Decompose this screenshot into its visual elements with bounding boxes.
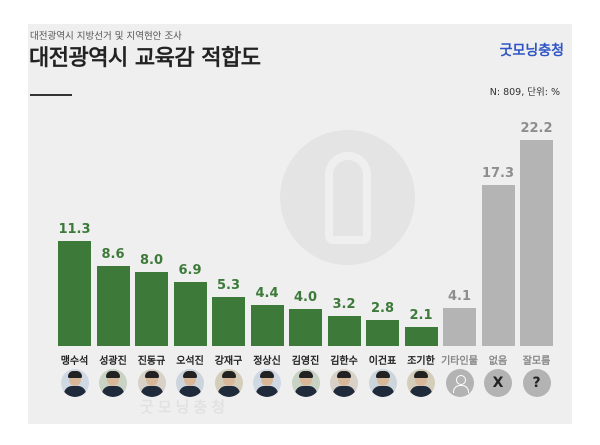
candidate-photo [407, 369, 435, 397]
bar-1 [58, 241, 91, 346]
bar-value-label: 2.1 [409, 307, 433, 323]
bar-5 [212, 296, 245, 346]
bar-2 [96, 266, 130, 346]
candidate-photo [214, 369, 243, 397]
category-label: 김한수 [330, 356, 358, 367]
candidate-photo [99, 369, 127, 397]
bar-10 [404, 326, 438, 346]
category-label: 이건표 [368, 356, 397, 367]
chart-subtitle: 대전광역시 지방선거 및 지역현안 조사 [30, 31, 182, 42]
brand-logo: 굿모닝충청 [499, 43, 564, 59]
photo-hair [144, 371, 159, 378]
bar-7 [289, 308, 322, 346]
category-label: 기타인물 [441, 356, 478, 367]
category-label: 진동규 [137, 356, 166, 367]
photo-hair [260, 371, 274, 378]
photo-suit [140, 386, 163, 397]
bar-11 [443, 307, 476, 346]
category-label: 정상신 [253, 356, 281, 367]
category-label: 없음 [488, 356, 508, 367]
footer-watermark: 굿모닝충청 [140, 398, 230, 416]
candidate-photo [176, 369, 204, 397]
category-label: 잘모름 [522, 356, 551, 367]
photo-suit [294, 386, 317, 397]
candidate-photo [253, 369, 281, 397]
category-label: 오석진 [176, 356, 204, 367]
bar-4 [173, 281, 207, 346]
bar-8 [327, 316, 361, 346]
category-label: 김영진 [291, 356, 320, 367]
question-icon: ? [522, 369, 551, 397]
category-label: 조기한 [407, 356, 435, 367]
bar-value-label: 6.9 [178, 262, 202, 278]
candidate-photo [368, 369, 397, 397]
photo-suit [179, 386, 201, 397]
watermark-logo-icon [280, 130, 415, 265]
bar-value-label: 22.2 [520, 121, 553, 136]
category-label: 맹수석 [60, 356, 89, 367]
photo-hair [375, 371, 390, 378]
photo-hair [106, 371, 120, 378]
category-label: 강재구 [214, 356, 243, 367]
photo-suit [333, 386, 355, 397]
candidate-photo [291, 369, 320, 397]
bar-value-label: 17.3 [481, 166, 515, 182]
person-outline-icon [445, 369, 474, 397]
bar-value-label: 2.8 [370, 301, 395, 317]
bar-9 [366, 320, 399, 346]
bar-value-label: 5.3 [216, 277, 241, 293]
category-label: 성광진 [99, 356, 127, 367]
photo-suit [371, 386, 394, 397]
chart-title: 대전광역시 교육감 적합도 [29, 46, 261, 71]
photo-hair [298, 371, 313, 378]
photo-hair [337, 371, 351, 378]
photo-hair [183, 371, 197, 378]
photo-suit [63, 386, 86, 397]
x-icon: X [484, 369, 512, 397]
candidate-photo [60, 369, 89, 397]
bar-value-label: 8.6 [101, 247, 125, 263]
bar-value-label: 4.0 [293, 289, 318, 305]
bar-value-label: 11.3 [58, 222, 91, 238]
bar-value-label: 8.0 [139, 252, 164, 268]
bar-value-label: 4.1 [447, 288, 472, 304]
photo-hair [221, 371, 236, 378]
photo-suit [410, 386, 432, 397]
photo-hair [414, 371, 428, 378]
bar-value-label: 4.4 [255, 286, 279, 302]
bar-12 [481, 185, 515, 346]
candidate-photo [330, 369, 358, 397]
sample-note: N: 809, 단위: % [489, 87, 560, 98]
photo-hair [67, 371, 82, 378]
candidate-photo [137, 369, 166, 397]
bar-6 [250, 305, 284, 346]
photo-suit [217, 386, 240, 397]
bar-value-label: 3.2 [332, 297, 356, 313]
bar-3 [135, 271, 168, 346]
bar-13 [520, 140, 553, 346]
photo-suit [102, 386, 124, 397]
title-underline [30, 94, 72, 96]
photo-suit [256, 386, 278, 397]
